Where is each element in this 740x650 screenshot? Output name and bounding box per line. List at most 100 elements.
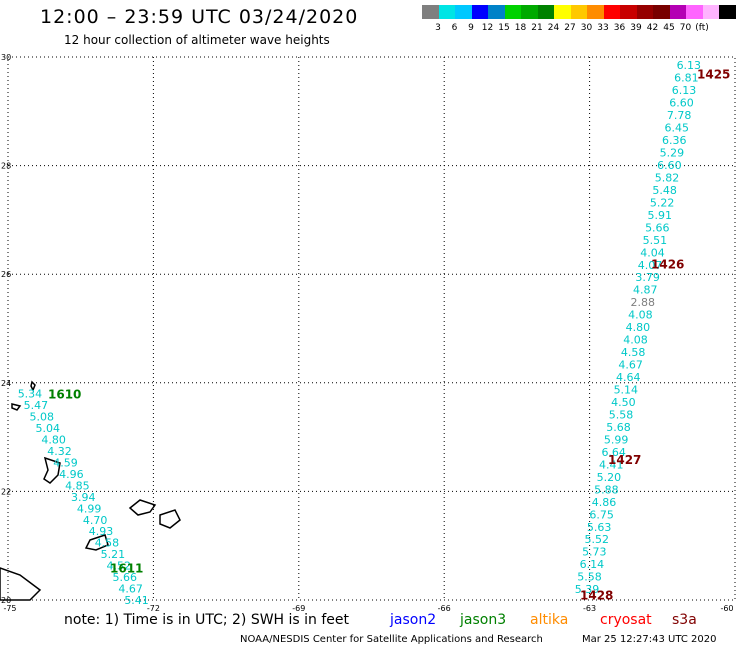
wave-height-value: 6.14 — [580, 558, 605, 571]
legend-label: 36 — [613, 23, 626, 33]
wave-height-value: 5.52 — [584, 533, 609, 546]
legend-label: 70 — [679, 23, 692, 33]
wave-height-value: 4.41 — [599, 458, 624, 471]
legend-label: 27 — [564, 23, 576, 33]
note-text: note: 1) Time is in UTC; 2) SWH is in fe… — [64, 612, 350, 628]
legend-label: 6 — [451, 23, 458, 33]
wave-height-value: 5.82 — [655, 171, 680, 184]
wave-height-value: 4.58 — [621, 346, 646, 359]
wave-height-value: 5.73 — [582, 546, 607, 559]
wave-height-value: 5.63 — [587, 521, 612, 534]
coastline-outline — [30, 380, 36, 392]
legend-swatch — [537, 5, 555, 19]
wave-height-value: 6.75 — [589, 508, 614, 521]
lat-tick-label: 30 — [1, 53, 11, 62]
wave-height-value: 4.93 — [89, 525, 114, 538]
pass-id-label: 1426 — [651, 257, 684, 271]
wave-height-value: 5.08 — [30, 411, 55, 424]
wave-height-value: 5.22 — [650, 196, 675, 209]
coastline-outline — [11, 403, 22, 411]
wave-height-value: 5.91 — [647, 209, 672, 222]
wave-height-value: 4.04 — [640, 246, 665, 259]
lon-tick-label: -75 — [3, 604, 16, 613]
legend-swatch — [554, 5, 571, 19]
legend-swatch — [455, 5, 472, 19]
pass-id-label: 1427 — [608, 453, 641, 467]
lat-tick-label: 22 — [1, 487, 11, 496]
map-title: 12:00 – 23:59 UTC 03/24/2020 — [40, 6, 359, 28]
wave-height-value: 7.78 — [667, 109, 692, 122]
wave-height-value: 4.70 — [83, 514, 108, 527]
wave-height-value: 4.32 — [47, 445, 72, 458]
legend-label: 45 — [663, 23, 675, 33]
legend-s3a: s3a — [672, 612, 697, 628]
legend-jason2: jason2 — [390, 612, 437, 628]
wave-height-value: 5.29 — [660, 146, 685, 159]
lon-tick-label: -66 — [438, 604, 451, 613]
wave-height-value: 4.80 — [41, 434, 66, 447]
legend-cryosat: cryosat — [600, 612, 652, 628]
legend-swatch — [570, 5, 588, 19]
legend-label: 12 — [481, 23, 494, 33]
wave-height-value: 4.08 — [628, 309, 653, 322]
lon-tick-label: -63 — [583, 604, 596, 613]
lat-tick-label: 26 — [1, 270, 11, 279]
coastline-outline — [128, 499, 157, 516]
wave-height-value: 5.48 — [652, 184, 677, 197]
legend-label: 21 — [531, 23, 543, 33]
wave-height-value: 6.81 — [674, 72, 699, 85]
wave-height-value: 5.88 — [594, 483, 619, 496]
pass-id-label: 1610 — [48, 388, 81, 402]
lat-tick-label: 24 — [1, 379, 11, 388]
coastline-outline — [159, 509, 181, 529]
map-subtitle: 12 hour collection of altimeter wave hei… — [64, 33, 330, 47]
legend-swatch — [669, 5, 687, 19]
legend-swatch — [702, 5, 720, 19]
wave-height-value: 6.13 — [672, 84, 697, 97]
wave-height-value: 4.07 — [638, 259, 663, 272]
footer-timestamp: Mar 25 12:27:43 UTC 2020 — [582, 634, 717, 645]
wave-height-value: 4.86 — [592, 496, 617, 509]
wave-height-value: 5.66 — [645, 221, 670, 234]
wave-height-value: 4.50 — [611, 396, 636, 409]
lon-tick-label: -72 — [147, 604, 160, 613]
wave-height-value: 4.64 — [616, 371, 641, 384]
legend-swatch — [471, 5, 489, 19]
wave-height-value: 4.67 — [618, 359, 643, 372]
wave-height-value: 6.45 — [664, 122, 689, 135]
wave-height-value: 6.64 — [601, 446, 626, 459]
wave-height-value: 4.87 — [633, 284, 658, 297]
wave-height-value: 5.04 — [35, 422, 60, 435]
wave-height-value: 5.47 — [24, 399, 48, 412]
legend-altika: altika — [530, 612, 569, 628]
wave-height-value: 4.58 — [95, 537, 120, 550]
pass-id-label: 1425 — [697, 67, 730, 81]
legend-swatch — [438, 5, 456, 19]
wave-height-value: 4.08 — [623, 334, 648, 347]
wave-height-value: 4.96 — [59, 468, 83, 481]
wave-height-value: 4.52 — [107, 560, 132, 573]
coastline-outline — [84, 534, 109, 551]
coastline-outline — [0, 567, 42, 601]
legend-label: 15 — [498, 23, 510, 33]
legend-label: 18 — [514, 23, 527, 33]
footer-credit: NOAA/NESDIS Center for Satellite Applica… — [240, 634, 543, 645]
wave-height-value: 2.88 — [631, 296, 656, 309]
legend-label: 42 — [646, 23, 659, 33]
legend-swatch — [620, 5, 637, 19]
lat-tick-label: 28 — [1, 162, 11, 171]
legend-label: 3 — [435, 23, 441, 33]
wave-height-value: 6.13 — [677, 59, 702, 72]
wave-height-value: 4.59 — [53, 456, 77, 469]
map-frame — [7, 56, 736, 601]
coastline-outline — [43, 456, 61, 484]
legend-swatch — [488, 5, 505, 19]
wave-height-value: 5.58 — [577, 571, 602, 584]
legend-swatch — [636, 5, 654, 19]
wave-height-value: 5.68 — [606, 421, 631, 434]
wave-height-value: 5.41 — [124, 594, 149, 607]
wave-height-value: 5.51 — [643, 234, 668, 247]
legend-label: 39 — [630, 23, 642, 33]
lon-tick-label: -69 — [292, 604, 305, 613]
